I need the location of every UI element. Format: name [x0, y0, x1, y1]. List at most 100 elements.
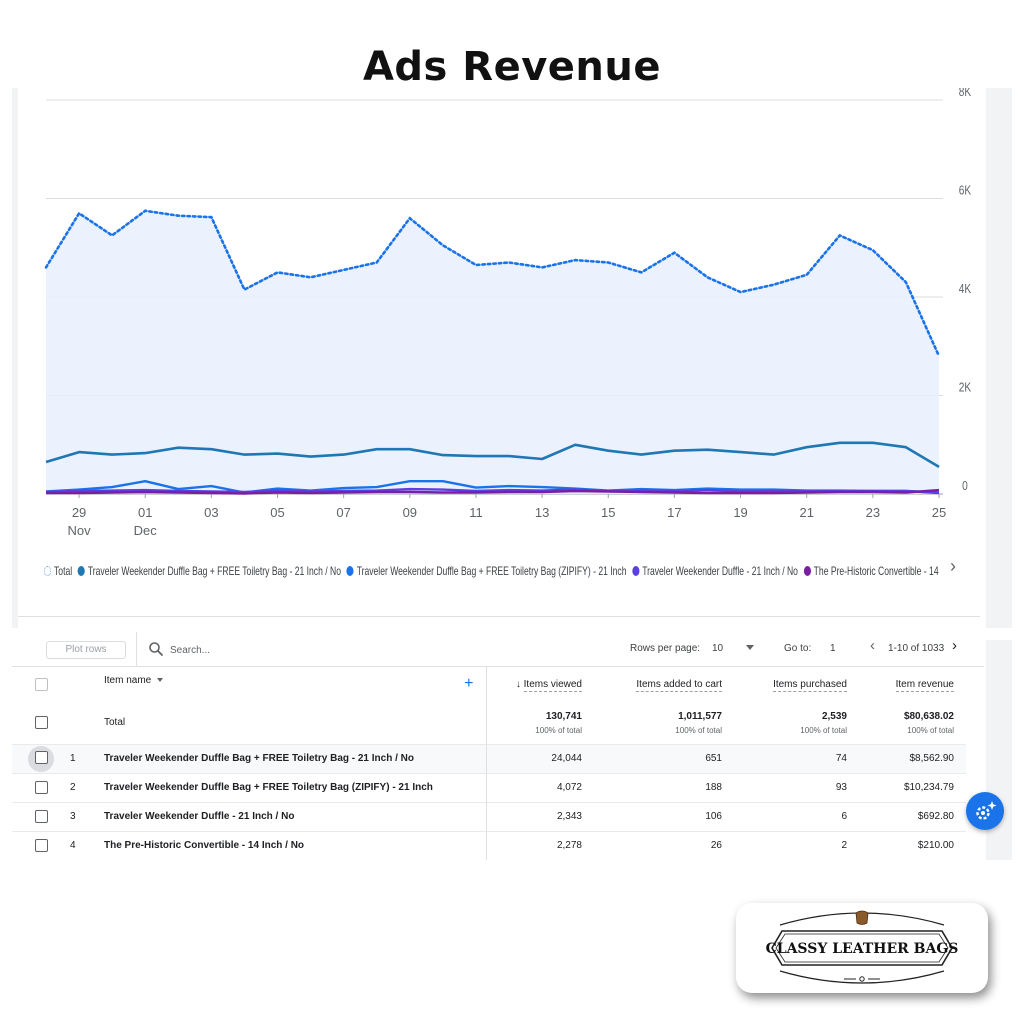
- row-checkbox-cell: [12, 831, 70, 860]
- row-item-name: Traveler Weekender Duffle - 21 Inch / No: [104, 802, 487, 831]
- row-checkbox[interactable]: [34, 781, 48, 794]
- legend-item[interactable]: Total: [44, 564, 72, 578]
- chevron-left-icon[interactable]: ‹: [870, 637, 875, 654]
- row-item-name: Traveler Weekender Duffle Bag + FREE Toi…: [104, 744, 487, 773]
- rows-per-page-select[interactable]: 10: [712, 643, 724, 654]
- row-item-revenue: $210.00: [917, 840, 954, 852]
- row-items-viewed: 4,072: [556, 782, 582, 793]
- brand-logo: CLASSY LEATHER BAGS: [766, 910, 959, 984]
- row-checkbox-hover: [28, 745, 54, 772]
- x-tick-label: 19: [733, 505, 747, 520]
- x-tick-label: 21: [799, 505, 813, 520]
- x-tick-label: 13: [535, 505, 549, 520]
- table-row[interactable]: 3 Traveler Weekender Duffle - 21 Inch / …: [12, 802, 966, 831]
- plot-rows-button[interactable]: Plot rows: [46, 641, 126, 659]
- items-viewed-header[interactable]: ↓ Items viewed: [486, 666, 594, 702]
- legend-item[interactable]: Traveler Weekender Duffle Bag + FREE Toi…: [346, 564, 627, 578]
- total-items-viewed-value: 130,741: [545, 710, 582, 722]
- row-item-revenue: $692.80: [917, 811, 954, 822]
- pagination-text: 1-10 of 1033: [888, 643, 945, 654]
- row-items-viewed: 2,278: [556, 840, 582, 852]
- row-items-purchased: 2: [841, 840, 847, 852]
- legend-label: Traveler Weekender Duffle - 21 Inch / No: [642, 564, 798, 578]
- goto-input[interactable]: 1: [830, 643, 836, 654]
- table-row[interactable]: 4 The Pre-Historic Convertible - 14 Inch…: [12, 831, 966, 860]
- x-tick-label: 09: [403, 505, 417, 520]
- items-added-header[interactable]: Items added to cart: [594, 666, 734, 702]
- total-item-revenue-value: $80,638.02: [903, 710, 954, 722]
- row-items-purchased: 6: [841, 811, 847, 822]
- table-row[interactable]: 1 Traveler Weekender Duffle Bag + FREE T…: [12, 744, 966, 773]
- legend-item[interactable]: Traveler Weekender Duffle - 21 Inch / No: [632, 564, 798, 578]
- chevron-right-icon[interactable]: ›: [952, 637, 957, 654]
- row-items-added: 26: [710, 840, 722, 852]
- sort-arrow-icon: ↓: [515, 678, 521, 690]
- total-items-purchased: 2,539 100% of total: [734, 702, 859, 744]
- pct-of-total: 100% of total: [907, 725, 954, 735]
- item-name-header[interactable]: Item name +: [104, 666, 487, 702]
- total-label: Total: [104, 702, 487, 744]
- add-dimension-icon[interactable]: +: [464, 675, 474, 692]
- chevron-right-icon[interactable]: ›: [950, 556, 956, 576]
- x-tick-label: 03: [204, 505, 218, 520]
- total-items-added-value: 1,011,577: [678, 710, 722, 722]
- row-checkbox-cell: [12, 773, 70, 802]
- series-line: [45, 487, 940, 495]
- total-checkbox[interactable]: [34, 716, 48, 730]
- insights-button[interactable]: [966, 792, 1004, 830]
- total-checkbox-cell: [12, 702, 70, 744]
- x-tick-label: 29: [72, 505, 86, 520]
- right-edge-strip: [986, 88, 1012, 628]
- row-index: 3: [70, 811, 76, 822]
- legend-label: Traveler Weekender Duffle Bag + FREE Toi…: [356, 564, 627, 578]
- item-revenue-header-label: Item revenue: [895, 678, 954, 692]
- items-purchased-header-label: Items purchased: [773, 678, 847, 692]
- total-row: Total 130,741 100% of total 1,011,577 10…: [12, 702, 966, 744]
- x-tick-label: 25: [932, 505, 946, 520]
- goto-label: Go to:: [784, 643, 812, 654]
- brand-logo-card: CLASSY LEATHER BAGS: [736, 903, 988, 993]
- chevron-down-icon[interactable]: [746, 645, 754, 650]
- row-checkbox[interactable]: [34, 751, 48, 765]
- legend-item[interactable]: Traveler Weekender Duffle Bag + FREE Toi…: [77, 564, 341, 578]
- chevron-down-icon: [157, 678, 164, 683]
- row-checkbox[interactable]: [34, 839, 48, 853]
- table-toolbar: Plot rows Rows per page: 10 Go to: 1 ‹ 1…: [12, 632, 984, 667]
- brand-logo-text: CLASSY LEATHER BAGS: [766, 941, 959, 957]
- series-line-total: [44, 209, 941, 358]
- y-tick-label: 4K: [959, 282, 972, 296]
- row-index: 1: [70, 753, 76, 764]
- divider: [18, 616, 980, 617]
- row-checkbox[interactable]: [34, 810, 48, 823]
- x-tick-label: 15: [601, 505, 615, 520]
- total-items-viewed: 130,741 100% of total: [486, 702, 594, 744]
- row-index: 2: [70, 782, 76, 793]
- row-index: 4: [70, 840, 76, 852]
- x-tick-month-label: Nov: [68, 523, 92, 538]
- items-purchased-header[interactable]: Items purchased: [734, 666, 859, 702]
- x-tick-label: 11: [469, 505, 483, 520]
- legend-item[interactable]: The Pre-Historic Convertible - 14: [803, 564, 939, 578]
- item-revenue-header[interactable]: Item revenue: [859, 666, 966, 702]
- row-item-name: Traveler Weekender Duffle Bag + FREE Toi…: [104, 773, 487, 802]
- items-added-header-label: Items added to cart: [636, 678, 722, 692]
- total-items-purchased-value: 2,539: [821, 710, 847, 722]
- row-items-viewed: 24,044: [551, 753, 582, 764]
- select-all-checkbox[interactable]: [34, 677, 48, 691]
- y-tick-label: 8K: [959, 88, 972, 99]
- row-items-purchased: 74: [835, 753, 847, 764]
- table-row[interactable]: 2 Traveler Weekender Duffle Bag + FREE T…: [12, 773, 966, 802]
- search-input[interactable]: [168, 640, 372, 660]
- x-tick-label: 23: [866, 505, 880, 520]
- legend-swatch: [803, 566, 811, 576]
- legend-swatch: [346, 566, 354, 576]
- data-table: Item name + ↓ Items viewed Items added t…: [12, 666, 966, 860]
- page-title: Ads Revenue: [362, 44, 662, 90]
- line-chart: 0 2K 4K 6K 8K 29 Nov 01 Dec 03 05 07 09 11 13 15 17 19 21 2…: [44, 88, 972, 538]
- row-items-purchased: 93: [835, 782, 847, 793]
- row-items-added: 106: [705, 811, 722, 822]
- legend-swatch: [44, 566, 52, 576]
- y-tick-label: 2K: [959, 380, 972, 394]
- row-checkbox-cell: [12, 744, 70, 773]
- row-item-name: The Pre-Historic Convertible - 14 Inch /…: [104, 831, 487, 860]
